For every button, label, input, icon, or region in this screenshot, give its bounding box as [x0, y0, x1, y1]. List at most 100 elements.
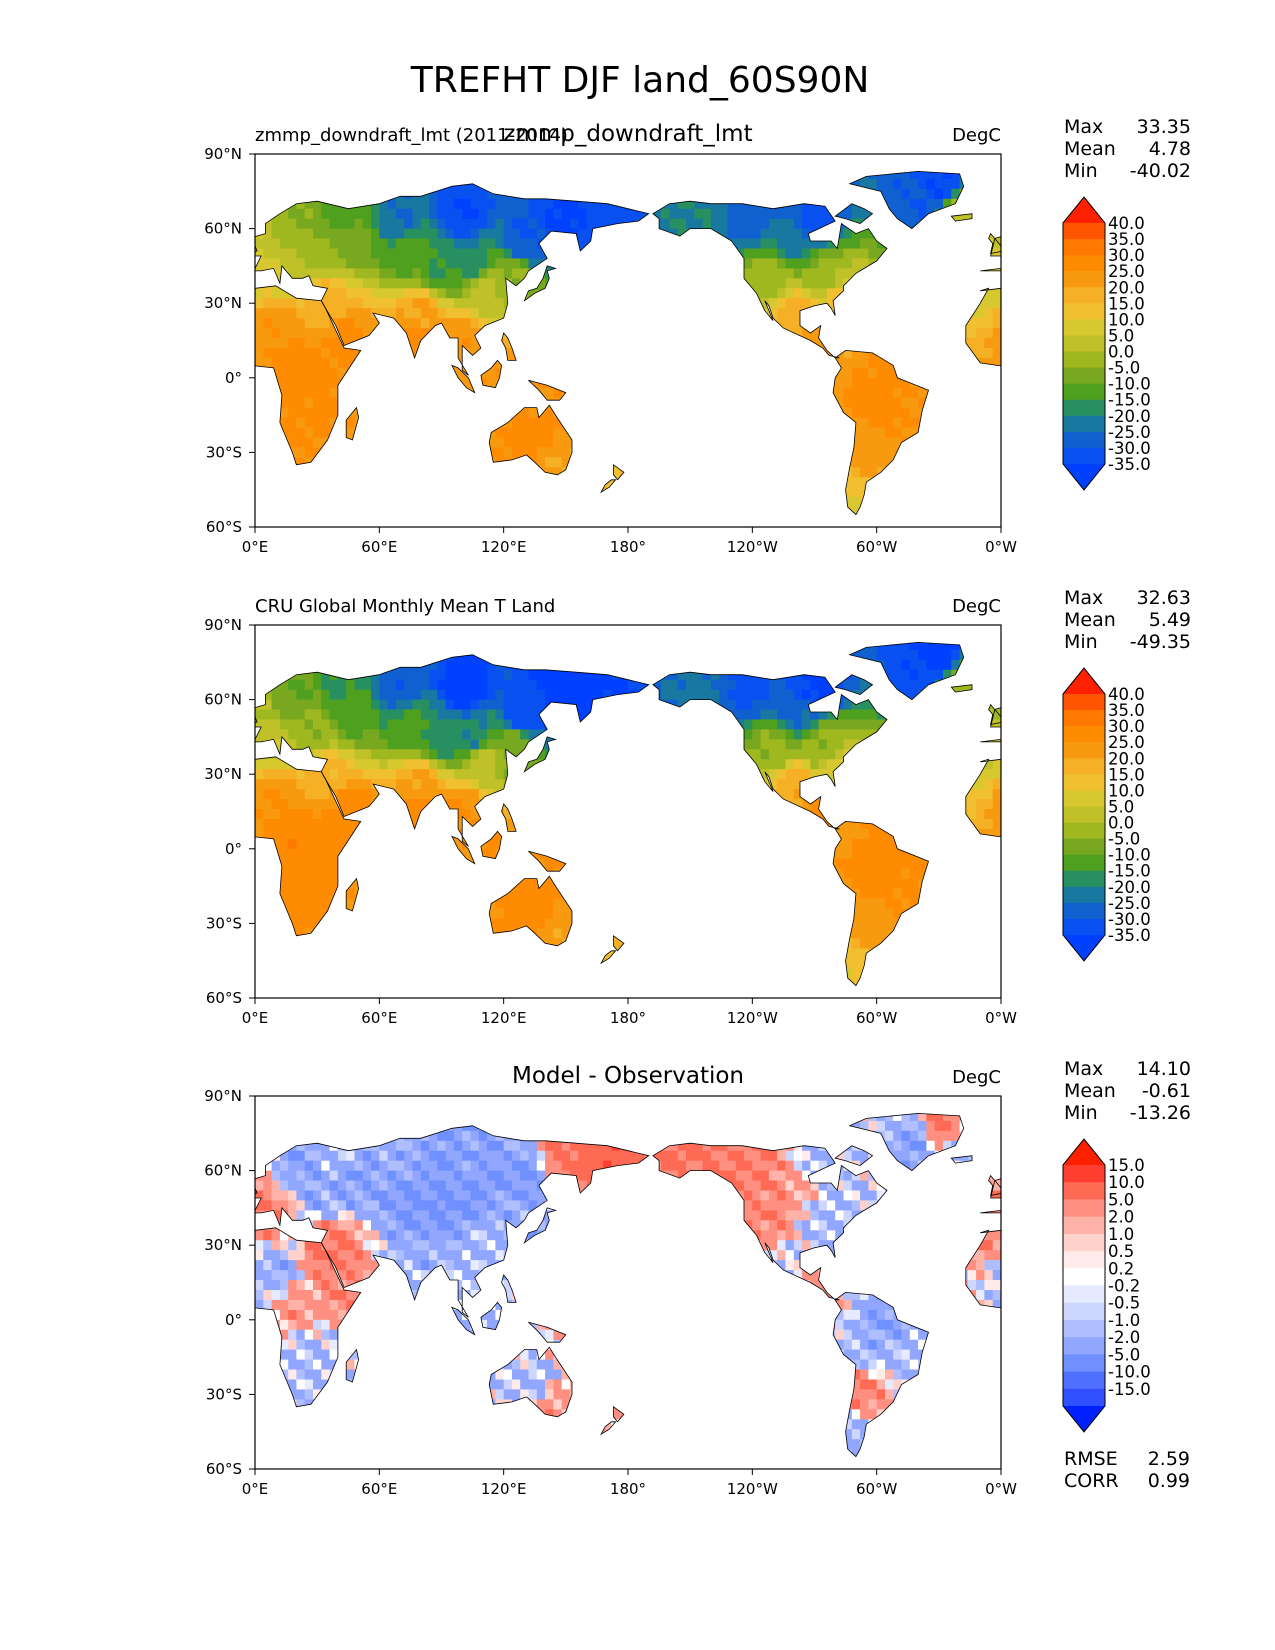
- colorbar-label: 0.0: [1108, 343, 1134, 362]
- panel-units: DegC: [952, 596, 1001, 617]
- colorbar-segment: [1063, 806, 1105, 824]
- land-tiles: [255, 1113, 1001, 1457]
- colorbar-extend-top: [1063, 668, 1105, 694]
- colorbar-segment: [1063, 447, 1105, 465]
- stat-value: 14.10: [1137, 1058, 1191, 1080]
- colorbar-label: -35.0: [1108, 926, 1151, 945]
- x-tick-label: 0°E: [242, 538, 269, 556]
- colorbar-label: 10.0: [1108, 310, 1145, 329]
- colorbar-segment: [1063, 902, 1105, 920]
- colorbar-segment: [1063, 758, 1105, 775]
- colorbar-label: 5.0: [1108, 327, 1134, 346]
- colorbar-label: 20.0: [1108, 278, 1145, 297]
- x-tick-label: 60°E: [361, 1009, 397, 1027]
- colorbar-label: -0.5: [1108, 1294, 1140, 1313]
- colorbar-segment: [1063, 335, 1105, 353]
- panel-units: DegC: [952, 125, 1001, 146]
- colorbar-label: 5.0: [1108, 798, 1134, 817]
- colorbar-label: 5.0: [1108, 1190, 1134, 1209]
- colorbar-label: 25.0: [1108, 262, 1145, 281]
- colorbar-label: 40.0: [1108, 685, 1145, 704]
- colorbar-segment: [1063, 399, 1105, 417]
- colorbar-label: 15.0: [1108, 1156, 1145, 1175]
- x-tick-label: 180°: [610, 1480, 646, 1498]
- colorbar-segment: [1063, 255, 1105, 272]
- stat-label: Max: [1064, 587, 1103, 609]
- y-tick-label: 60°S: [206, 1460, 242, 1478]
- colorbar-label: -35.0: [1108, 455, 1151, 474]
- colorbar-segment: [1063, 1354, 1105, 1373]
- x-tick-label: 60°W: [856, 1480, 898, 1498]
- colorbar-segment: [1063, 223, 1105, 240]
- colorbar-segment: [1063, 1251, 1105, 1269]
- stat-value: 4.78: [1149, 138, 1191, 160]
- colorbar-label: -25.0: [1108, 423, 1151, 442]
- y-tick-label: 30°N: [204, 1236, 242, 1254]
- x-tick-label: 180°: [610, 538, 646, 556]
- stat-label: Mean: [1064, 609, 1116, 631]
- y-tick-label: 0°: [225, 840, 242, 858]
- stat-value: -13.26: [1130, 1102, 1191, 1124]
- colorbar: 40.035.030.025.020.015.010.05.00.0-5.0-1…: [1062, 196, 1151, 491]
- colorbar-label: -30.0: [1108, 439, 1151, 458]
- coastlines: [255, 641, 1001, 987]
- panel-title-left: zmmp_downdraft_lmt (2011-2014): [255, 125, 568, 146]
- colorbar-segment: [1063, 1216, 1105, 1235]
- land-field: [255, 171, 1001, 515]
- x-tick-label: 0°E: [242, 1009, 269, 1027]
- y-tick-label: 60°S: [206, 989, 242, 1007]
- colorbar-segment: [1063, 1319, 1105, 1338]
- colorbar-label: 0.5: [1108, 1242, 1134, 1261]
- colorbar-label: -5.0: [1108, 1345, 1140, 1364]
- x-tick-label: 60°W: [856, 538, 898, 556]
- coastlines: [255, 1112, 1001, 1458]
- colorbar-extend-top: [1063, 1139, 1105, 1165]
- stat-label: Max: [1064, 116, 1103, 138]
- colorbar-segment: [1063, 383, 1105, 401]
- colorbar-label: -0.2: [1108, 1277, 1140, 1296]
- colorbar-label: -2.0: [1108, 1328, 1140, 1347]
- x-tick-label: 120°W: [727, 1009, 778, 1027]
- colorbar-label: 2.0: [1108, 1208, 1134, 1227]
- colorbar-segment: [1063, 694, 1105, 711]
- colorbar-segment: [1063, 431, 1105, 449]
- figure-title: TREFHT DJF land_60S90N: [410, 60, 870, 101]
- colorbar-segment: [1063, 1268, 1105, 1286]
- colorbar-label: -20.0: [1108, 407, 1151, 426]
- stat-label: Min: [1064, 160, 1098, 182]
- colorbar-segment: [1063, 1337, 1105, 1355]
- colorbar: 40.035.030.025.020.015.010.05.00.0-5.0-1…: [1062, 667, 1151, 962]
- colorbar-label: -30.0: [1108, 910, 1151, 929]
- x-tick-label: 0°W: [985, 538, 1017, 556]
- colorbar-label: -5.0: [1108, 359, 1140, 378]
- y-tick-label: 60°N: [204, 691, 242, 709]
- colorbar-label: -1.0: [1108, 1311, 1140, 1330]
- panel-title-center: zmmp_downdraft_lmt: [503, 121, 752, 147]
- colorbar-label: 35.0: [1108, 230, 1145, 249]
- colorbar-segment: [1063, 1182, 1105, 1200]
- y-tick-label: 30°N: [204, 294, 242, 312]
- coastlines: [255, 170, 1001, 516]
- colorbar-segment: [1063, 1388, 1105, 1407]
- colorbar-label: 30.0: [1108, 717, 1145, 736]
- colorbar-segment: [1063, 1302, 1105, 1321]
- x-tick-label: 60°E: [361, 1480, 397, 1498]
- colorbar-label: -10.0: [1108, 375, 1151, 394]
- colorbar-label: -15.0: [1108, 391, 1151, 410]
- colorbar-label: -10.0: [1108, 1363, 1151, 1382]
- land-field: [255, 642, 1001, 986]
- panel-title-center: Model - Observation: [512, 1063, 744, 1089]
- colorbar-extend-bottom: [1063, 1406, 1105, 1432]
- stat-label: RMSE: [1064, 1448, 1118, 1470]
- colorbar-segment: [1063, 1371, 1105, 1390]
- x-tick-label: 120°W: [727, 538, 778, 556]
- colorbar-segment: [1063, 790, 1105, 807]
- colorbar-segment: [1063, 351, 1105, 369]
- stat-value: 2.59: [1148, 1448, 1190, 1470]
- y-tick-label: 30°S: [206, 443, 242, 461]
- colorbar-segment: [1063, 742, 1105, 759]
- colorbar-label: 30.0: [1108, 246, 1145, 265]
- y-tick-label: 30°N: [204, 765, 242, 783]
- stat-label: Mean: [1064, 138, 1116, 160]
